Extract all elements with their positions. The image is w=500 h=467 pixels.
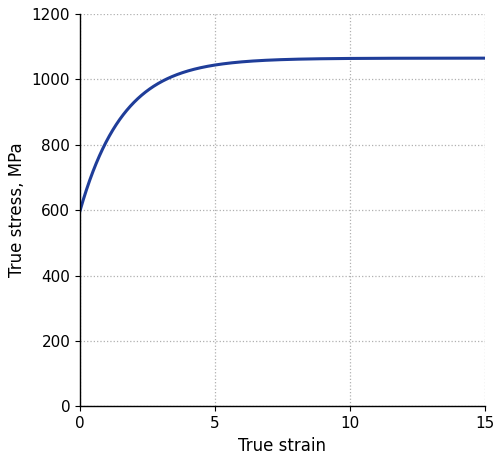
Y-axis label: True stress, MPa: True stress, MPa	[8, 143, 26, 277]
X-axis label: True strain: True strain	[238, 437, 326, 454]
